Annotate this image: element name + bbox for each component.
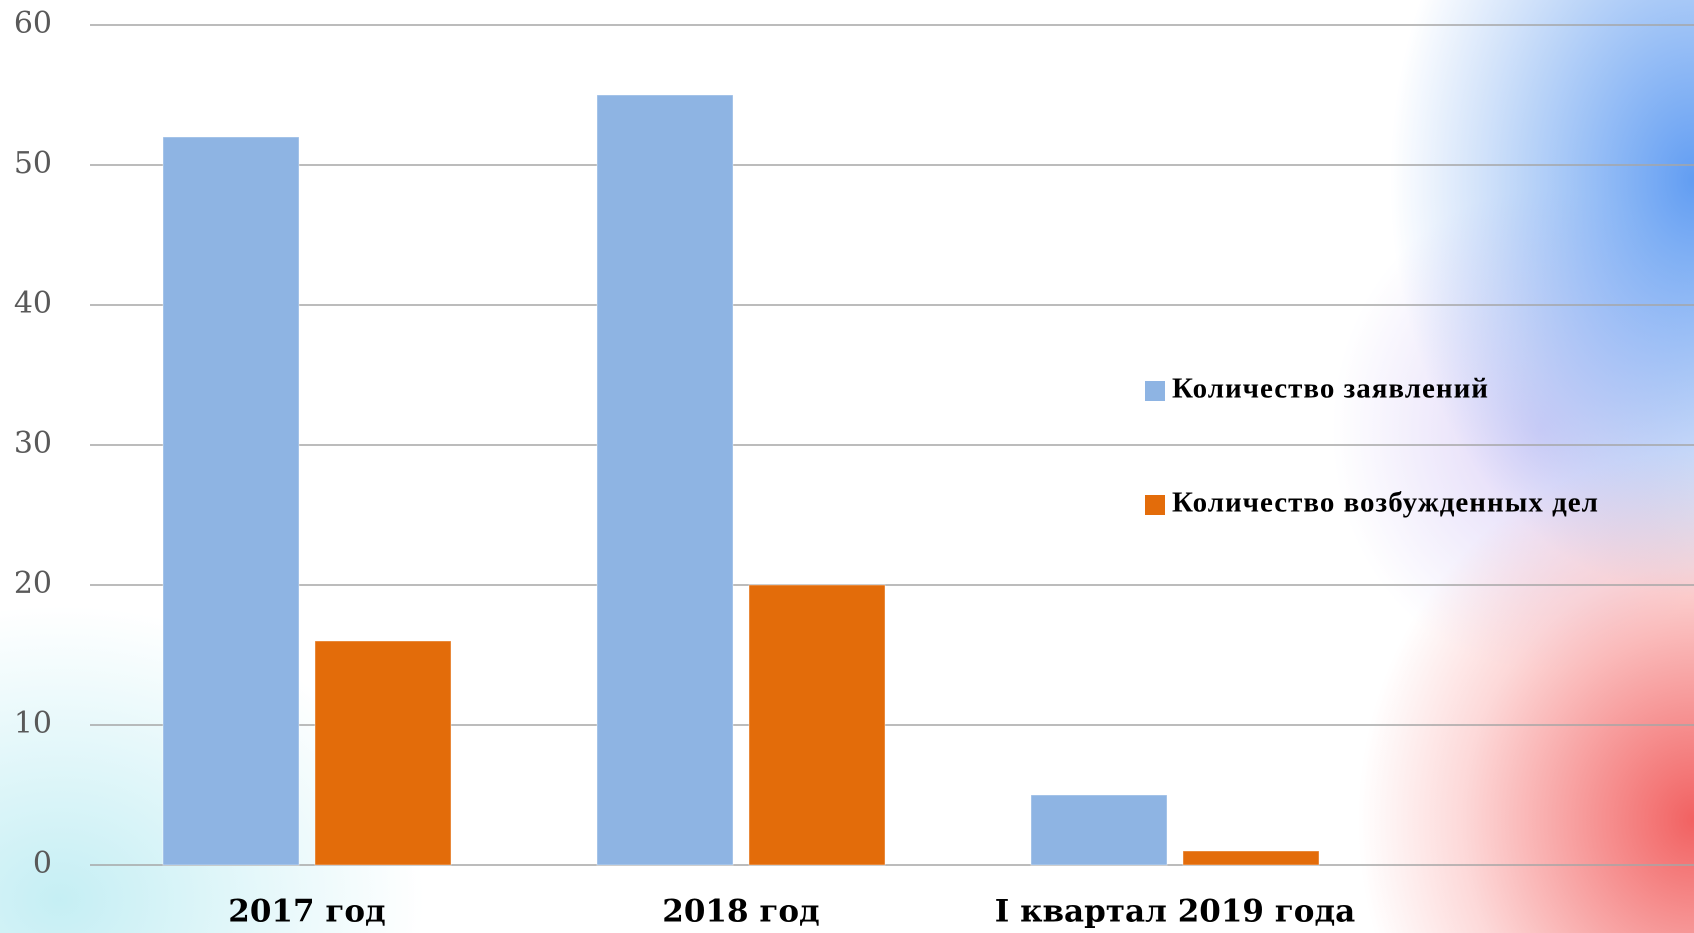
y-tick-label: 40	[14, 286, 52, 321]
legend-swatch	[1145, 495, 1165, 515]
legend-label: Количество возбужденных дел	[1172, 487, 1599, 519]
x-tick-label: 2017 год	[228, 894, 385, 930]
y-tick-label: 20	[14, 566, 52, 601]
bar	[1183, 851, 1319, 865]
x-tick-label: I квартал 2019 года	[995, 894, 1355, 930]
y-tick-label: 30	[14, 426, 52, 461]
y-tick-label: 10	[14, 706, 52, 741]
bar	[1031, 795, 1167, 865]
y-tick-label: 50	[14, 146, 52, 181]
legend-label: Количество заявлений	[1172, 373, 1489, 405]
legend-swatch	[1145, 381, 1165, 401]
bar	[315, 641, 451, 865]
page: {"chart_data": {"type": "bar", "categori…	[0, 0, 1694, 933]
bar	[163, 137, 299, 865]
y-tick-label: 60	[14, 6, 52, 41]
bar	[749, 585, 885, 865]
y-tick-label: 0	[33, 846, 52, 881]
bar	[597, 95, 733, 865]
chart: 0 10 20 30 40 50 60 2017 год 2018 год I квартал 2…	[0, 0, 1694, 933]
x-tick-label: 2018 год	[662, 894, 819, 930]
